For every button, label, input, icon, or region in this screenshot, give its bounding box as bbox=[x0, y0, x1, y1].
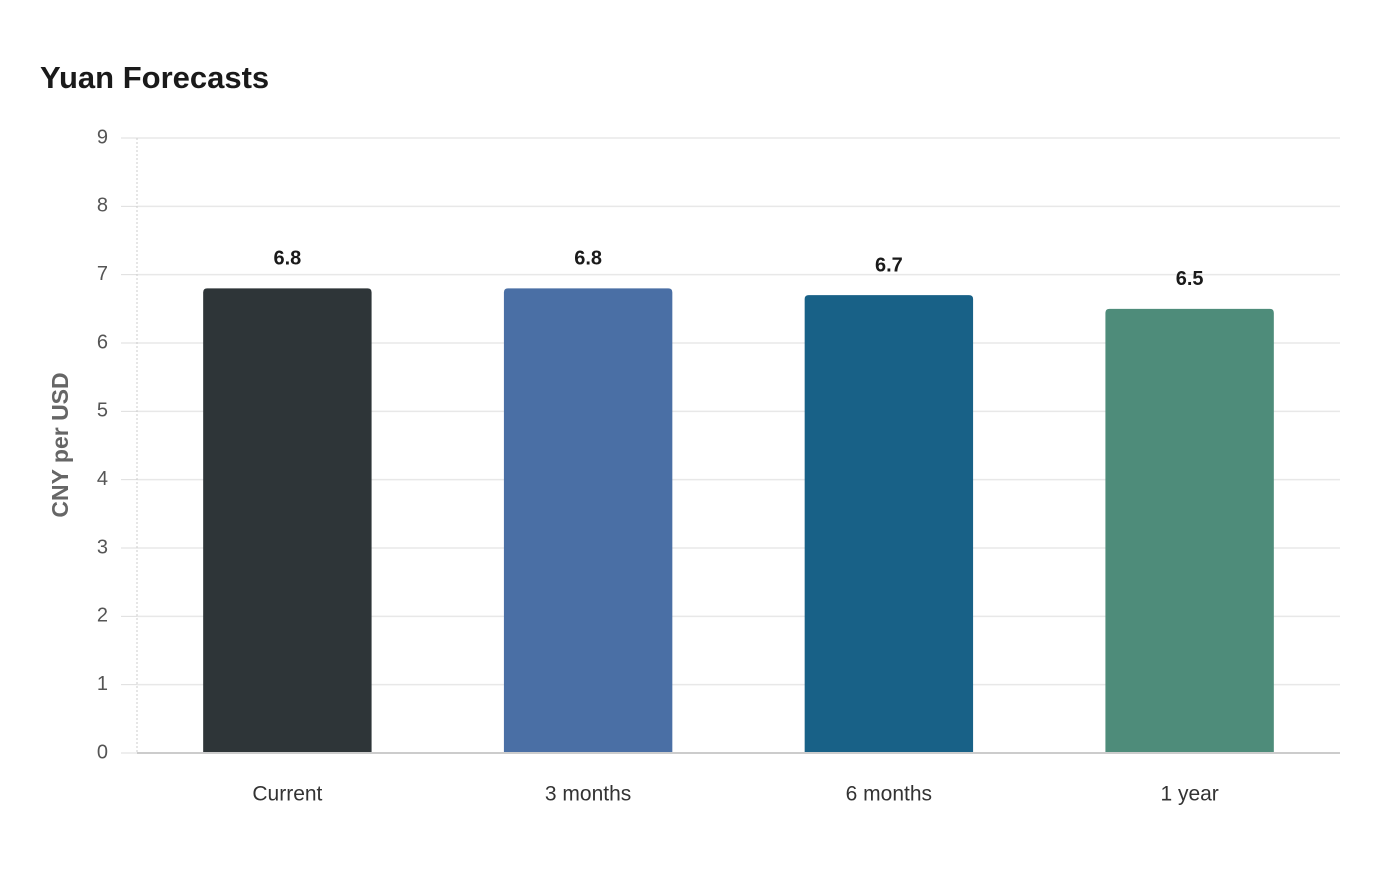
x-tick-label: 1 year bbox=[1160, 783, 1218, 806]
y-tick-label: 4 bbox=[97, 468, 108, 490]
bar bbox=[203, 288, 372, 753]
data-label: 6.5 bbox=[1176, 268, 1204, 290]
bar bbox=[804, 295, 974, 753]
data-label: 6.8 bbox=[574, 248, 602, 270]
y-tick-label: 6 bbox=[97, 331, 108, 353]
x-tick-label: 6 months bbox=[846, 783, 932, 806]
y-tick-label: 8 bbox=[97, 195, 108, 217]
y-tick-label: 0 bbox=[97, 741, 108, 763]
y-tick-label: 3 bbox=[97, 536, 108, 558]
data-label: 6.7 bbox=[875, 254, 903, 276]
data-label: 6.8 bbox=[273, 248, 301, 270]
x-tick-label: 3 months bbox=[545, 783, 631, 806]
y-axis-label: CNY per USD bbox=[47, 372, 73, 517]
y-tick-label: 7 bbox=[97, 263, 108, 285]
bar bbox=[1105, 308, 1274, 753]
y-tick-label: 5 bbox=[97, 400, 108, 422]
y-tick-label: 2 bbox=[97, 605, 108, 627]
chart-title: Yuan Forecasts bbox=[40, 60, 269, 95]
y-tick-label: 1 bbox=[97, 673, 108, 695]
y-tick-label: 9 bbox=[97, 126, 108, 148]
bar bbox=[503, 288, 673, 753]
x-tick-label: Current bbox=[252, 783, 322, 806]
